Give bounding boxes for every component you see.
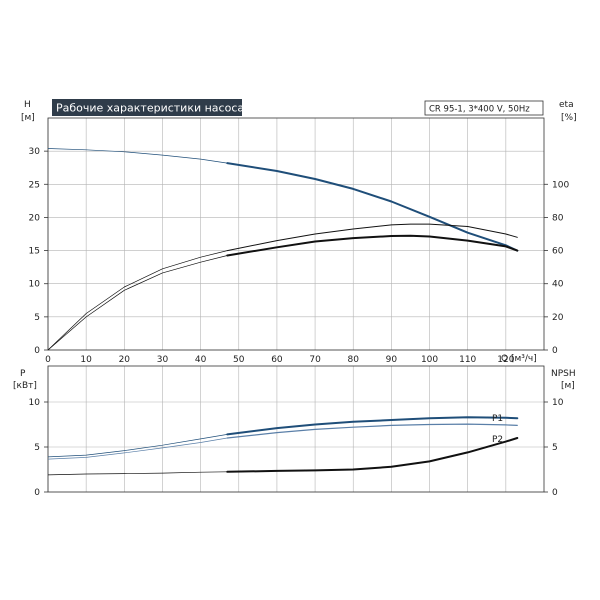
x-tick-label: 30 (157, 355, 169, 365)
series-line-efficiency-lower (226, 234, 519, 257)
y-left-tick-label: 25 (29, 180, 40, 190)
x-tick-label: 40 (195, 355, 207, 365)
x-tick-label: 80 (348, 355, 360, 365)
y-left-unit-power: [кВт] (13, 381, 37, 391)
x-tick-label: 110 (459, 355, 476, 365)
y-right-tick-label: 40 (552, 280, 564, 290)
upper-chart-series (47, 148, 519, 351)
y-left-label-power: P (20, 369, 26, 379)
x-tick-label: 100 (421, 355, 438, 365)
chart-subtitle: CR 95-1, 3*400 V, 50Hz (429, 105, 530, 115)
x-axis-label: Q [м³/ч] (501, 354, 537, 364)
y-left-tick-label: 10 (29, 398, 41, 408)
x-tick-label: 90 (386, 355, 398, 365)
series-line-efficiency-extended (47, 250, 228, 351)
series-line-p1-extended (47, 434, 228, 458)
lower-chart-series (47, 416, 519, 476)
y-right-tick-label: 100 (552, 180, 569, 190)
series-line-npsh-extended (47, 471, 228, 476)
y-right-tick-label: 80 (552, 213, 564, 223)
series-label-p2: P2 (492, 435, 503, 445)
series-label-p1: P1 (492, 414, 503, 424)
upper-chart-ticks: 0 10 20 30 40 50 60 70 80 90 100 110 120 0 5 10 15 20 25 30… (29, 147, 570, 365)
series-line-head (226, 162, 519, 252)
x-tick-label: 70 (309, 355, 321, 365)
x-tick-label: 60 (271, 355, 283, 365)
y-left-tick-label: 30 (29, 147, 41, 157)
series-line-p2 (226, 423, 518, 439)
lower-chart-grid (47, 366, 544, 493)
x-tick-label: 0 (45, 355, 51, 365)
series-line-npsh (226, 437, 519, 473)
y-right-label-eta: eta (559, 100, 574, 110)
x-tick-label: 20 (119, 355, 131, 365)
y-left-tick-label: 0 (34, 346, 40, 356)
series-line-head-extended (47, 148, 228, 164)
y-right-tick-label: 10 (552, 398, 564, 408)
y-right-unit-npsh: [м] (561, 381, 575, 391)
y-left-tick-label: 15 (29, 247, 40, 257)
chart-title: Рабочие характеристики насоса (56, 102, 244, 115)
lower-chart-frame (47, 365, 545, 493)
x-tick-label: 50 (233, 355, 245, 365)
y-left-tick-label: 0 (34, 488, 40, 498)
y-left-tick-label: 5 (34, 313, 40, 323)
series-line-p2-extended (47, 437, 228, 460)
x-tick-label: 10 (80, 355, 92, 365)
series-line-efficiency-lower-extended (47, 255, 228, 351)
series-line-efficiency (226, 223, 518, 252)
y-left-tick-label: 5 (34, 443, 40, 453)
chart-title-box (52, 99, 242, 116)
y-right-tick-label: 60 (552, 247, 564, 257)
x-tick-label: 120 (497, 355, 514, 365)
y-right-tick-label: 0 (552, 488, 558, 498)
y-left-unit-head: [м] (21, 113, 35, 123)
y-left-tick-label: 10 (29, 280, 41, 290)
y-left-label-head: H (24, 100, 31, 110)
lower-chart-ticks: 0 5 10 0 5 10 (29, 398, 564, 498)
upper-chart-frame (47, 117, 545, 351)
y-left-tick-label: 20 (29, 213, 41, 223)
y-right-tick-label: 20 (552, 313, 564, 323)
y-right-label-npsh: NPSH (551, 369, 576, 379)
y-right-unit-eta: [%] (561, 113, 577, 123)
y-right-tick-label: 5 (552, 443, 558, 453)
y-right-tick-label: 0 (552, 346, 558, 356)
chart-subtitle-box (424, 100, 544, 116)
series-line-p1 (226, 416, 519, 436)
